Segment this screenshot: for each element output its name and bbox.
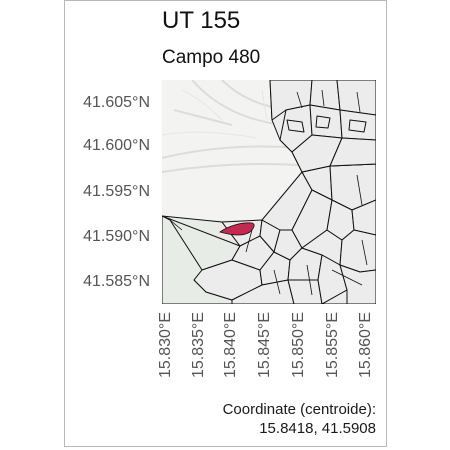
map-subtitle: Campo 480 xyxy=(162,47,261,68)
cadastral-map xyxy=(162,80,376,304)
map-canvas[interactable] xyxy=(162,80,376,304)
y-tick-label: 41.600°N xyxy=(83,137,150,154)
x-tick-label: 15.860°E xyxy=(357,312,374,379)
y-tick-label: 41.605°N xyxy=(83,94,150,111)
centroid-caption-value: 15.8418, 41.5908 xyxy=(259,420,376,437)
parcel-boundaries-detail xyxy=(169,89,368,296)
x-tick-label: 15.835°E xyxy=(190,312,207,379)
basemap-paths xyxy=(162,89,268,139)
x-tick-label: 15.845°E xyxy=(256,312,273,379)
y-tick-label: 41.590°N xyxy=(83,228,150,245)
cadastral-parcels xyxy=(162,80,376,304)
map-title: UT 155 xyxy=(162,7,241,34)
x-tick-label: 15.830°E xyxy=(157,312,174,379)
x-tick-label: 15.850°E xyxy=(290,312,307,379)
highlighted-parcel[interactable] xyxy=(219,222,255,236)
centroid-caption: Coordinate (centroide): 15.8418, 41.5908 xyxy=(223,400,376,438)
y-tick-label: 41.595°N xyxy=(83,183,150,200)
y-tick-label: 41.585°N xyxy=(83,273,150,290)
centroid-caption-label: Coordinate (centroide): xyxy=(222,401,376,418)
x-tick-label: 15.840°E xyxy=(222,312,239,379)
x-tick-label: 15.855°E xyxy=(324,312,341,379)
